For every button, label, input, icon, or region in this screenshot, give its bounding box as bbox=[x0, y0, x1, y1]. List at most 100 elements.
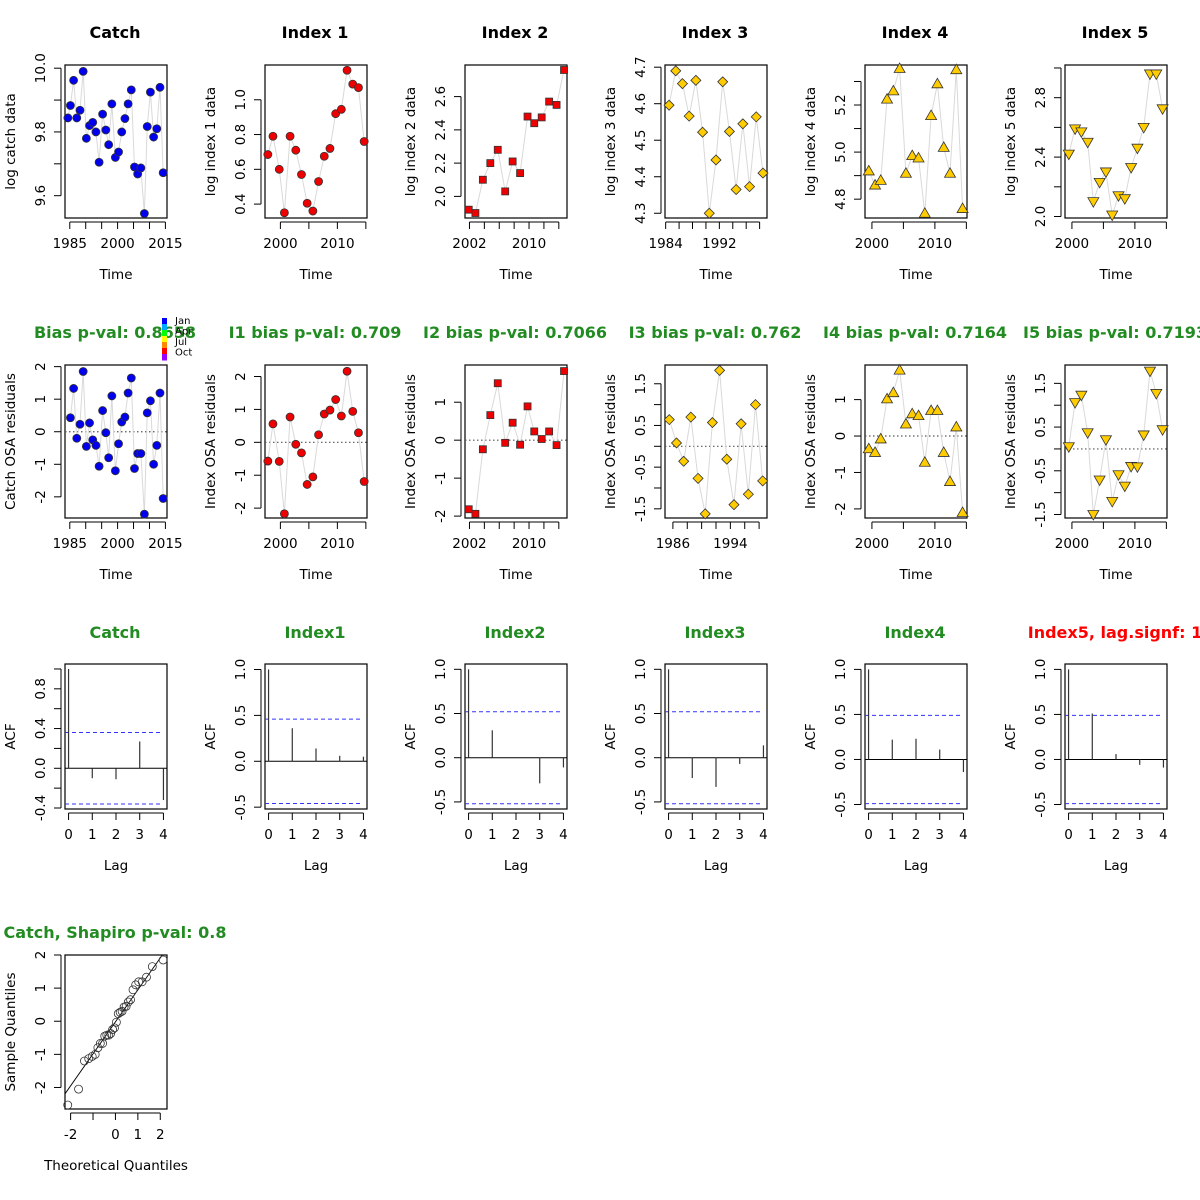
x-tick-label: 1 bbox=[688, 827, 697, 843]
data-point bbox=[308, 206, 318, 216]
data-point bbox=[730, 183, 742, 196]
data-point bbox=[464, 205, 473, 214]
y-tick-label: -2 bbox=[833, 502, 849, 515]
acf-bars bbox=[467, 669, 565, 784]
qq-point bbox=[137, 977, 147, 987]
data-point bbox=[354, 83, 363, 93]
data-point bbox=[1099, 167, 1113, 179]
y-axis: -1.5 -0.5 0.5 1.5 bbox=[1033, 373, 1062, 528]
data-point bbox=[268, 419, 278, 429]
legend-color-swatch bbox=[162, 348, 167, 355]
x-tick-label: 2010 bbox=[512, 536, 546, 552]
y-axis: 0.4 0.6 0.8 1.0 bbox=[233, 89, 262, 215]
data-point bbox=[126, 85, 136, 95]
data-point bbox=[354, 428, 363, 438]
panel-data-3: Index 2 2002 2010 2.0 2.2 2.4 2.6 Time log index… bbox=[403, 23, 568, 283]
data-point bbox=[85, 418, 94, 428]
acf-bars bbox=[67, 668, 165, 801]
y-tick-label: 1 bbox=[33, 984, 49, 993]
data-point bbox=[880, 92, 894, 104]
qq-point bbox=[121, 1001, 131, 1011]
data-point bbox=[104, 453, 114, 463]
axes: 2000 2010 -2 -1 0 1 2 bbox=[233, 364, 368, 552]
data-point bbox=[757, 167, 769, 179]
plot-frame bbox=[864, 64, 968, 219]
y-axis: -0.5 0.0 0.5 1.0 bbox=[1033, 659, 1062, 818]
y-tick-label: 1 bbox=[233, 405, 249, 414]
data-point bbox=[560, 367, 568, 375]
data-point bbox=[1156, 425, 1169, 436]
y-tick-label: 0.5 bbox=[1033, 416, 1049, 437]
y-axis-label: ACF bbox=[403, 723, 419, 749]
y-axis: -0.5 0.0 0.5 1.0 bbox=[233, 659, 262, 820]
plot-frame bbox=[64, 954, 168, 1110]
data-point bbox=[956, 202, 969, 213]
data-point bbox=[697, 126, 709, 138]
qq-point bbox=[134, 977, 144, 987]
qq-point bbox=[158, 955, 168, 965]
y-tick-label: 0.0 bbox=[433, 747, 449, 768]
qq-reference-line bbox=[65, 955, 163, 1095]
acf-bars bbox=[867, 669, 965, 773]
data-point bbox=[717, 76, 729, 88]
y-tick-label: 0.0 bbox=[233, 751, 249, 772]
series-connector-line bbox=[668, 370, 764, 514]
data-point bbox=[348, 406, 358, 416]
data-point bbox=[1087, 510, 1100, 521]
x-tick-label: 3 bbox=[1135, 827, 1144, 843]
series-points bbox=[1062, 69, 1169, 222]
data-point bbox=[464, 505, 473, 514]
data-point bbox=[359, 477, 369, 486]
data-point bbox=[1118, 481, 1132, 493]
row-data: Catch 1985 2000 2015 9.6 9.8 10.0 Time log catch… bbox=[3, 23, 1169, 283]
data-point bbox=[63, 113, 73, 123]
data-point bbox=[72, 433, 82, 443]
series-points bbox=[263, 366, 369, 519]
plot-frame bbox=[464, 64, 568, 219]
data-point bbox=[149, 459, 159, 469]
x-tick-label: 4 bbox=[359, 827, 368, 843]
x-tick-label: 2000 bbox=[263, 536, 297, 552]
data-point bbox=[552, 441, 561, 450]
x-axis-label: Lag bbox=[904, 858, 928, 874]
x-tick-label: 2 bbox=[156, 1127, 165, 1143]
series-points bbox=[862, 62, 969, 218]
y-tick-label: 0.0 bbox=[33, 758, 49, 779]
x-axis: 2000 2010 bbox=[855, 221, 967, 252]
series-connector-line bbox=[1068, 370, 1164, 515]
y-tick-label: -0.4 bbox=[33, 795, 49, 821]
series-connector-line bbox=[868, 68, 964, 214]
axes: 0 1 2 3 4 -0.5 0.0 0.5 1.0 bbox=[433, 659, 568, 843]
plot-frame bbox=[664, 663, 768, 810]
data-point bbox=[101, 428, 111, 438]
x-tick-label: 3 bbox=[735, 827, 744, 843]
data-point bbox=[72, 113, 82, 123]
data-point bbox=[750, 111, 762, 123]
y-axis-label: ACF bbox=[603, 723, 619, 749]
data-point bbox=[1106, 210, 1119, 222]
data-point bbox=[516, 440, 524, 449]
data-point bbox=[152, 441, 162, 450]
y-tick-label: 2.4 bbox=[433, 119, 449, 140]
x-axis-label: Time bbox=[498, 567, 532, 583]
panel-title: Index 1 bbox=[282, 23, 349, 42]
data-point bbox=[1131, 462, 1144, 474]
y-tick-label: 4.4 bbox=[633, 166, 649, 187]
legend-month-label: Jan bbox=[174, 316, 190, 327]
plot-frame bbox=[1064, 663, 1168, 810]
y-tick-label: 0 bbox=[233, 438, 249, 447]
x-tick-label: 2010 bbox=[512, 236, 546, 252]
data-point bbox=[152, 124, 162, 134]
x-tick-label: 1 bbox=[288, 827, 297, 843]
panel-title: I4 bias p-val: 0.7164 bbox=[823, 323, 1007, 342]
data-point bbox=[937, 446, 950, 457]
data-point bbox=[1150, 389, 1163, 400]
plot-frame bbox=[1064, 364, 1168, 519]
y-axis-label: Index OSA residuals bbox=[203, 374, 219, 509]
data-point bbox=[274, 457, 284, 466]
axes: 2000 2010 0.4 0.6 0.8 1.0 bbox=[233, 64, 368, 252]
x-tick-label: 0 bbox=[464, 827, 473, 843]
y-tick-label: -2 bbox=[33, 490, 49, 503]
